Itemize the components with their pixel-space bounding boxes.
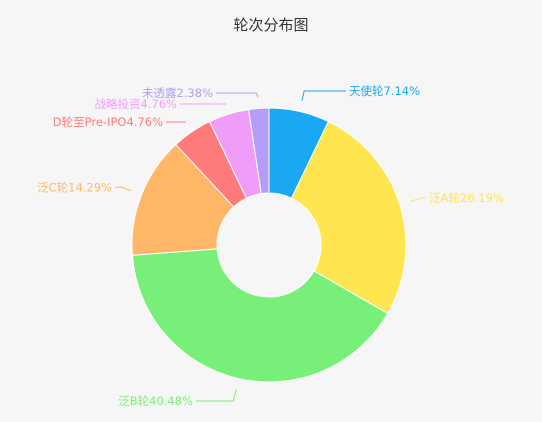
- slice-label-4: 泛C轮14.29%: [37, 180, 112, 194]
- donut-slice-3[interactable]: [131, 248, 389, 383]
- donut-slice-4[interactable]: [131, 143, 235, 256]
- slice-label-7: 未透露2.38%: [142, 86, 213, 100]
- leader-line-2: [410, 197, 426, 202]
- leader-line-1: [301, 90, 346, 101]
- donut-slice-7[interactable]: [248, 107, 270, 195]
- chart-title: 轮次分布图: [233, 16, 309, 34]
- slice-label-6: 战略投资4.76%: [94, 97, 177, 111]
- slice-label-5: D轮至Pre-IPO4.76%: [53, 115, 163, 129]
- slice-label-2: 泛A轮26.19%: [429, 191, 504, 205]
- leader-line-7: [216, 92, 259, 98]
- leader-line-3: [196, 389, 237, 402]
- leader-line-4: [115, 186, 132, 192]
- slice-label-1: 天使轮7.14%: [349, 84, 420, 98]
- leader-line-5: [166, 121, 187, 123]
- slice-label-3: 泛B轮40.48%: [118, 394, 193, 408]
- donut-slice-2[interactable]: [290, 120, 407, 315]
